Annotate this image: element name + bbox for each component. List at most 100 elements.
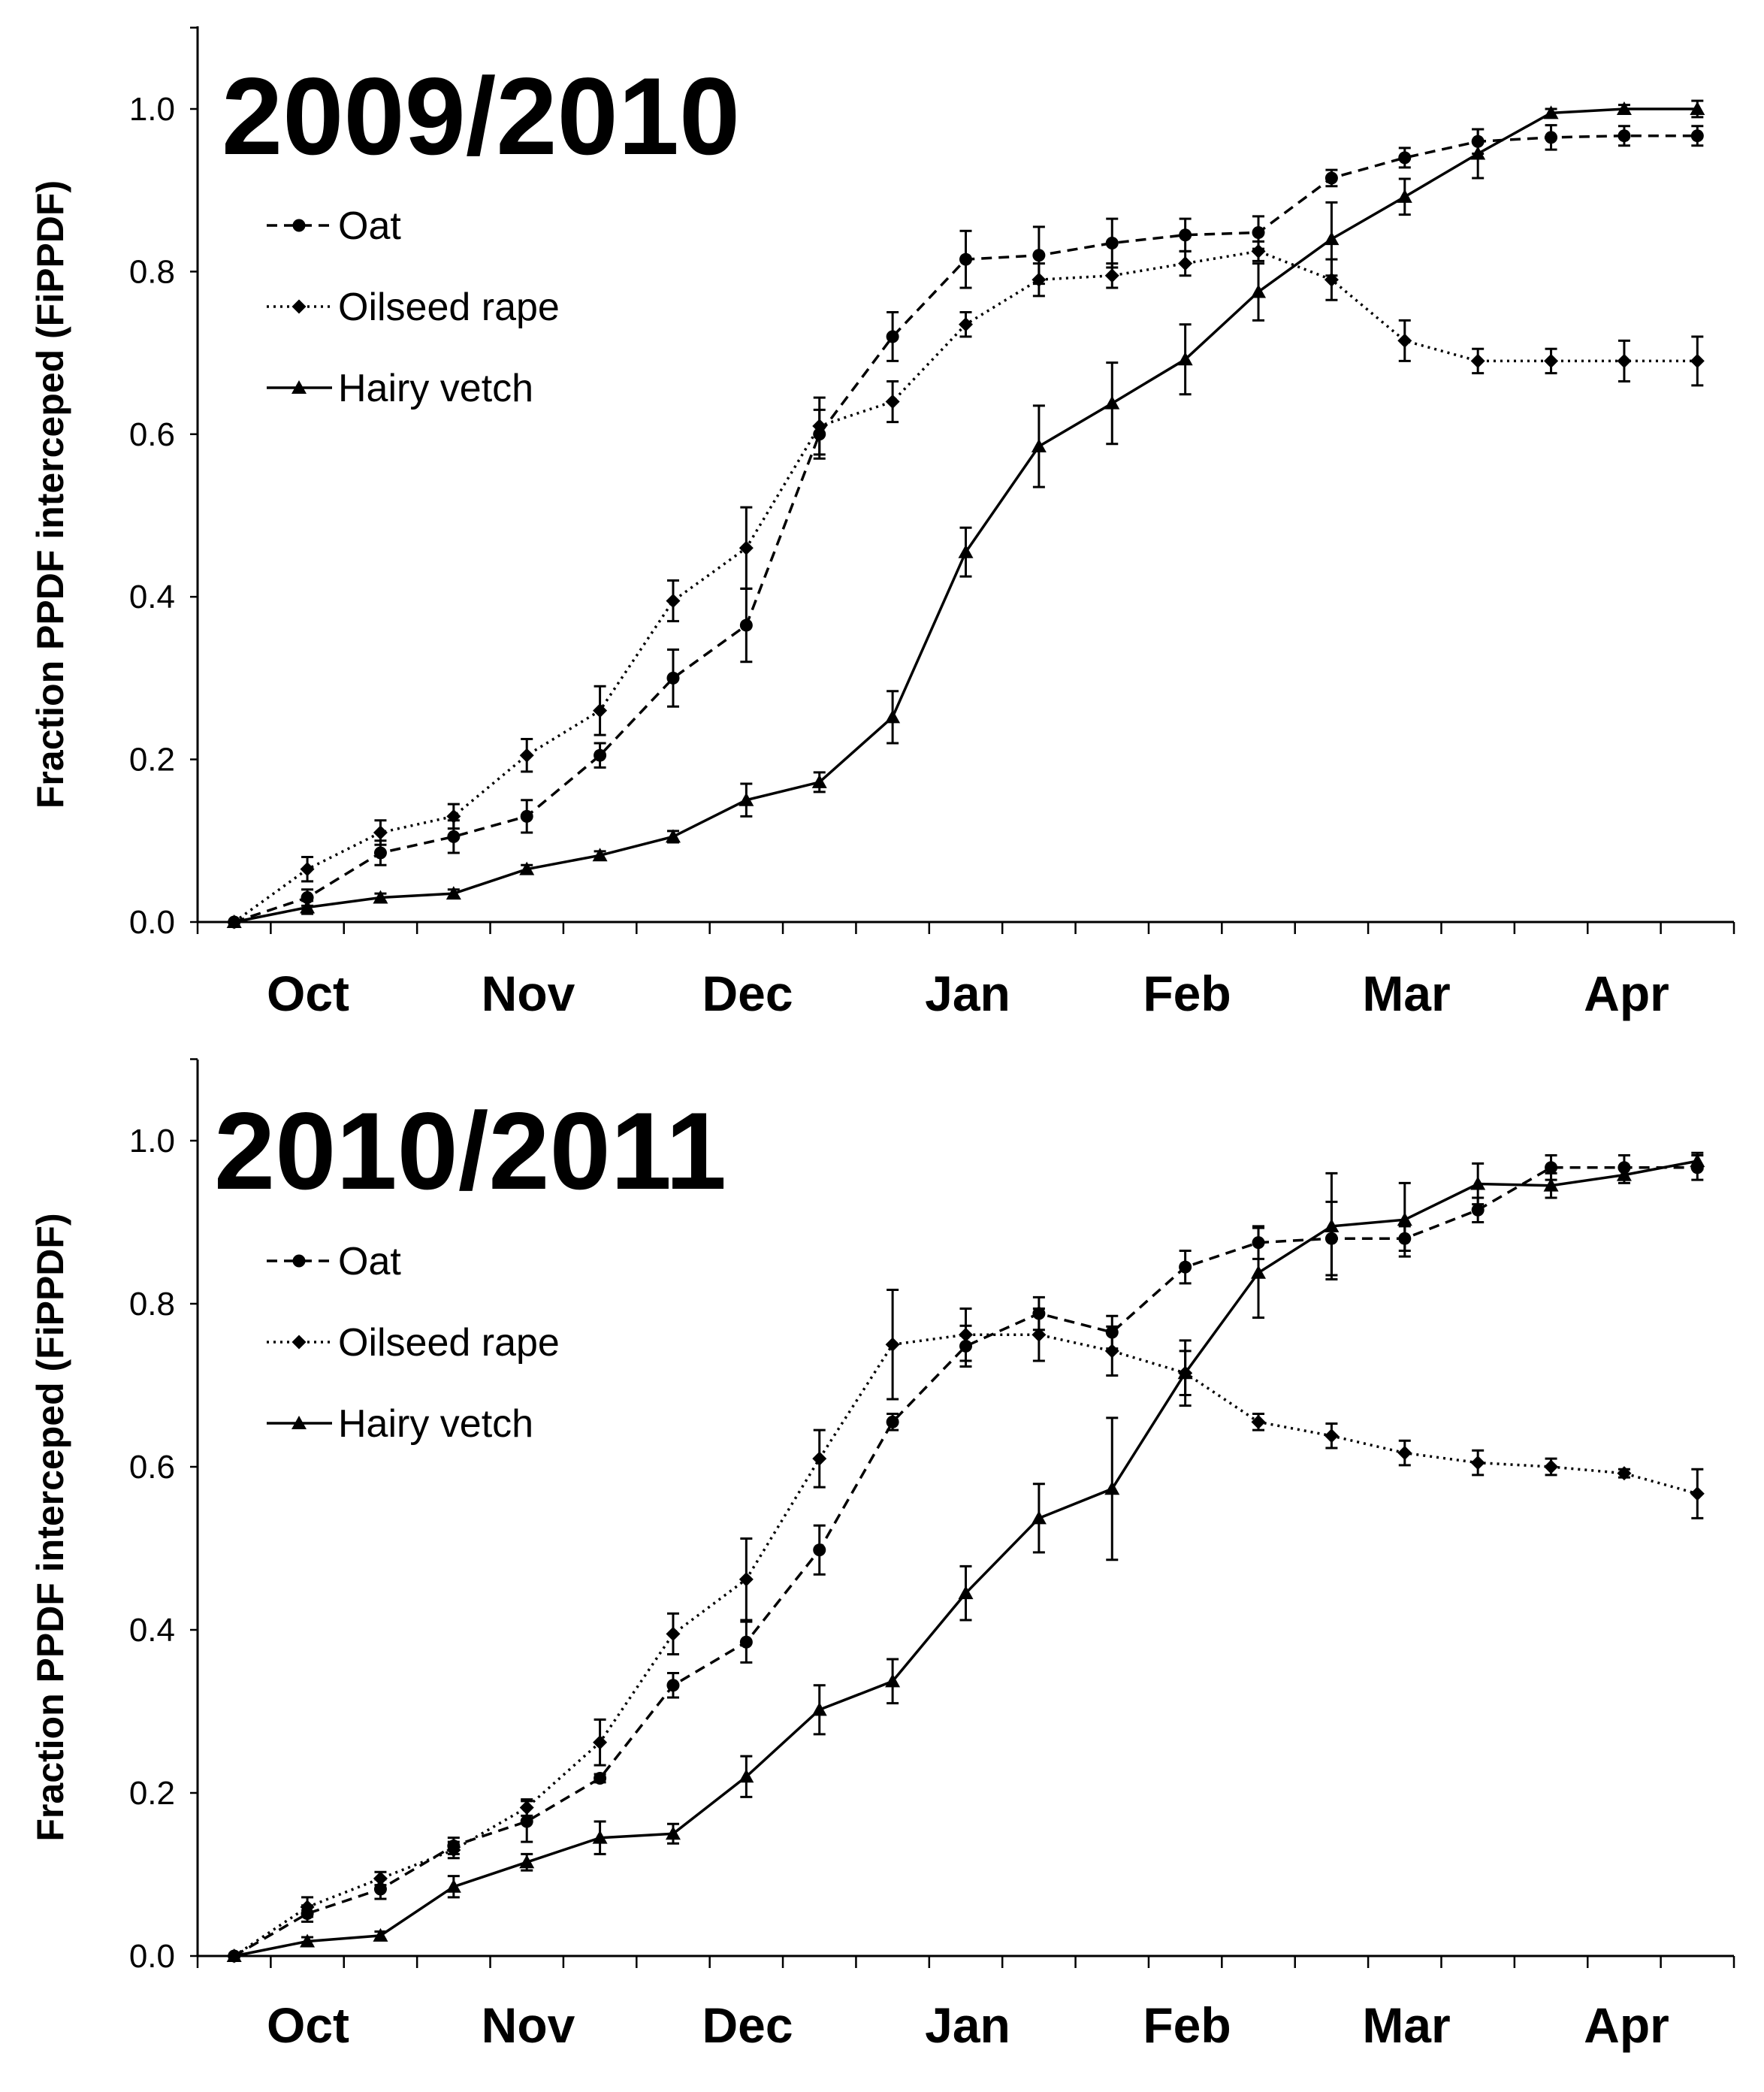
data-point	[1032, 272, 1047, 287]
series-hairy-vetch	[226, 99, 1705, 928]
panel-title: 2010/2011	[214, 1090, 726, 1212]
data-point	[1105, 237, 1119, 250]
data-point	[666, 671, 680, 685]
legend-label: Oilseed rape	[338, 286, 560, 329]
legend-marker	[291, 380, 307, 394]
data-point	[1544, 1459, 1559, 1474]
data-point	[226, 914, 242, 928]
legend-item-oat: Oat	[267, 1240, 401, 1283]
data-point	[1470, 146, 1486, 160]
data-point	[300, 862, 315, 877]
data-point	[739, 1769, 754, 1783]
data-point	[1031, 1510, 1047, 1525]
series-line	[233, 1166, 1698, 1957]
data-point	[959, 1327, 973, 1342]
data-point	[226, 1948, 242, 1962]
data-point	[519, 748, 534, 763]
x-tick-label-oct: Oct	[267, 966, 349, 1021]
data-point	[593, 1735, 608, 1750]
data-point	[446, 1879, 461, 1893]
data-point	[1470, 1456, 1485, 1471]
y-tick-label: 0.0	[129, 1938, 175, 1975]
data-point	[959, 252, 972, 266]
data-point	[447, 830, 461, 843]
data-point	[739, 792, 754, 806]
data-point	[811, 1702, 827, 1716]
legend-item-oilseed-rape: Oilseed rape	[267, 1321, 560, 1365]
data-point	[886, 1415, 899, 1428]
data-point	[1324, 1428, 1339, 1444]
data-point	[446, 809, 461, 824]
data-point	[1031, 439, 1047, 453]
x-tick-label-feb: Feb	[1143, 966, 1231, 1021]
data-point	[666, 1679, 680, 1692]
data-point	[885, 709, 901, 724]
data-point	[1104, 1481, 1120, 1495]
data-point	[1690, 129, 1704, 143]
data-point	[1470, 1176, 1486, 1190]
legend-item-hairy-vetch: Hairy vetch	[267, 1402, 533, 1446]
legend-label: Hairy vetch	[338, 367, 533, 410]
data-point	[373, 825, 388, 840]
data-point	[1177, 352, 1193, 366]
data-point	[812, 419, 827, 434]
x-tick-label-jan: Jan	[925, 966, 1010, 1021]
x-tick-label-dec: Dec	[702, 966, 793, 1021]
y-tick-label: 0.0	[129, 904, 175, 941]
data-point	[592, 848, 608, 862]
legend-label: Oat	[338, 1240, 401, 1283]
data-point	[520, 809, 533, 823]
data-point	[519, 1800, 534, 1815]
data-point	[811, 774, 827, 788]
chart-panel-2: 0.0 0.2 0.4 0.6 0.8 1.0 Oct Nov Dec Jan Feb Mar Apr F…	[29, 1058, 1735, 2053]
y-tick-label: 1.0	[129, 1123, 175, 1159]
month-labels: Oct Nov Dec Jan Feb Mar Apr	[267, 966, 1669, 1021]
data-point	[885, 395, 900, 410]
data-point	[1179, 228, 1192, 242]
legend-item-hairy-vetch: Hairy vetch	[267, 367, 533, 410]
data-point	[1324, 231, 1340, 246]
legend: Oat Oilseed rape Hairy vetch	[267, 204, 560, 410]
data-point	[373, 1871, 388, 1886]
data-point	[1616, 1167, 1632, 1181]
data-point	[1545, 1161, 1558, 1174]
x-tick-label-nov: Nov	[482, 1997, 575, 2053]
data-point	[1618, 129, 1631, 143]
data-point	[1545, 131, 1558, 144]
data-point	[1251, 1265, 1267, 1279]
panel-title: 2009/2010	[222, 55, 740, 177]
data-point	[1324, 1218, 1340, 1232]
x-tick-label-oct: Oct	[267, 1997, 349, 2053]
data-point	[593, 703, 608, 718]
y-ticks: 0.0 0.2 0.4 0.6 0.8 1.0	[129, 26, 198, 941]
series-hairy-vetch	[226, 1151, 1705, 1962]
x-tick-label-nov: Nov	[482, 966, 575, 1021]
data-point	[958, 544, 974, 558]
data-point	[1543, 1178, 1559, 1192]
x-tick-label-mar: Mar	[1362, 1997, 1450, 2053]
x-tick-label-mar: Mar	[1362, 966, 1450, 1021]
data-point	[1178, 256, 1193, 271]
data-point	[1543, 105, 1559, 119]
x-tick-label-feb: Feb	[1143, 1997, 1231, 2053]
x-tick-label-jan: Jan	[925, 1997, 1010, 2053]
data-point	[1104, 395, 1120, 410]
data-point	[1251, 1414, 1266, 1429]
data-point	[885, 1337, 900, 1352]
data-point	[885, 1673, 901, 1688]
data-point	[1690, 1486, 1705, 1501]
data-point	[666, 594, 681, 609]
data-point	[1398, 151, 1412, 165]
x-tick-label-dec: Dec	[702, 1997, 793, 2053]
data-point	[739, 618, 753, 632]
series-oilseed-rape	[227, 240, 1705, 930]
data-point	[739, 1635, 753, 1649]
data-point	[1690, 1153, 1705, 1168]
data-point	[1397, 189, 1412, 203]
y-tick-label: 0.6	[129, 416, 175, 453]
y-axis-title: Fraction PPDF interceped (FiPPDF)	[29, 1213, 71, 1841]
y-tick-label: 0.6	[129, 1449, 175, 1486]
data-point	[1397, 1446, 1412, 1461]
data-point	[958, 1586, 974, 1600]
data-point	[373, 890, 388, 904]
